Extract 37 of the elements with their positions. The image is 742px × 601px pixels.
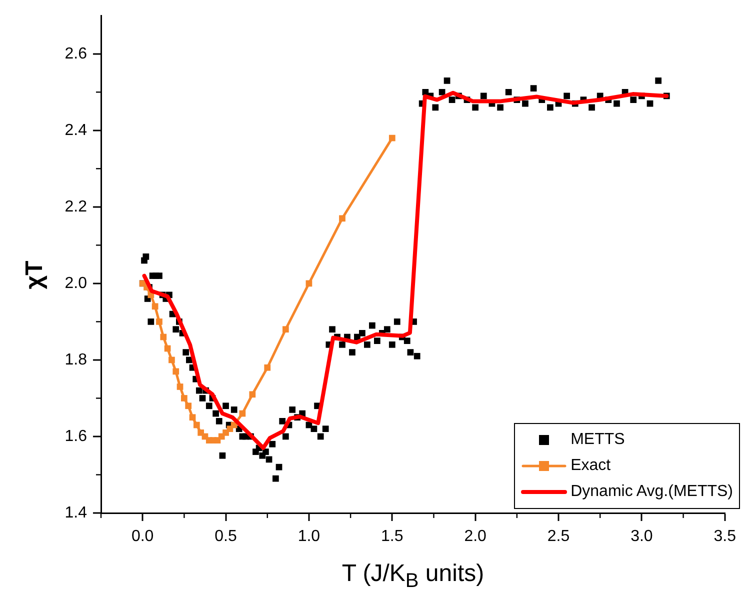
point — [152, 303, 158, 310]
x-axis-title: T (J/K$_{B}$ units) — [340, 560, 486, 593]
point — [339, 215, 346, 222]
point — [282, 326, 289, 333]
point — [193, 422, 200, 428]
point — [264, 364, 271, 371]
point — [176, 384, 184, 390]
y-tick-label: 1.4 — [64, 504, 88, 522]
point — [181, 395, 188, 402]
x-tick-label: 3.5 — [714, 528, 736, 546]
y-tick-label: 1.6 — [64, 428, 88, 445]
y-tick-label: 2.6 — [64, 45, 88, 62]
x-tick-label: 1.5 — [381, 528, 404, 546]
legend-label: Dynamic Avg.(METTS) — [570, 482, 733, 502]
y-tick-label: 2.4 — [64, 122, 88, 139]
y-tick-label: 2.2 — [64, 198, 88, 216]
x-tick-label: 2.0 — [464, 528, 487, 546]
point — [160, 334, 167, 340]
point — [156, 318, 162, 325]
x-tick-label: 2.5 — [547, 528, 570, 546]
x-tick-label: 0.0 — [131, 528, 154, 546]
point — [239, 410, 246, 417]
y-axis-title: χT — [21, 260, 49, 292]
point — [168, 356, 175, 364]
point — [306, 280, 312, 287]
point — [172, 368, 180, 375]
point — [388, 134, 396, 142]
legend-label: METTS — [570, 430, 625, 450]
x-tick-label: 0.5 — [214, 528, 237, 546]
x-tick-label: 3.0 — [630, 528, 653, 546]
legend-label: Exact — [570, 456, 611, 476]
x-tick-label: 1.0 — [298, 528, 320, 546]
y-tick-label: 2.0 — [64, 274, 88, 292]
y-tick-label: 1.8 — [64, 351, 88, 368]
point — [185, 402, 192, 410]
point — [249, 391, 256, 398]
point — [189, 414, 196, 421]
